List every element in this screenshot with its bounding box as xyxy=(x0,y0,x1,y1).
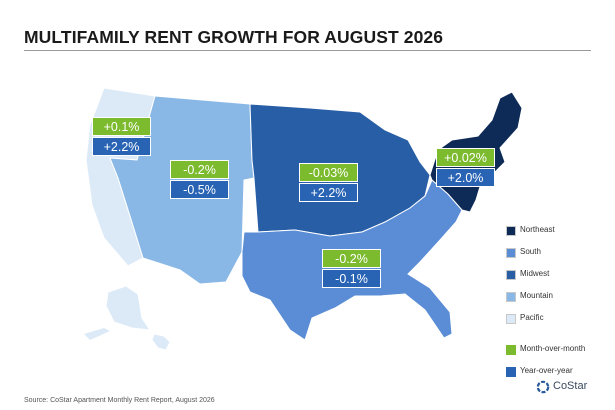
mountain-year-over-year: -0.5% xyxy=(170,180,229,199)
northeast-year-over-year: +2.0% xyxy=(436,168,495,187)
legend-swatch-year-over-year xyxy=(506,367,516,377)
legend-label-south: South xyxy=(520,247,541,256)
legend-label-mountain: Mountain xyxy=(520,291,553,300)
south-year-over-year: -0.1% xyxy=(322,269,381,288)
callout-pacific: +0.1% +2.2% xyxy=(92,117,151,156)
hawaii-shape xyxy=(151,333,171,351)
title-divider xyxy=(24,50,591,51)
mountain-month-over-month: -0.2% xyxy=(170,160,229,179)
alaska-shape xyxy=(105,285,152,331)
alaska-tail-shape xyxy=(84,328,110,340)
legend-swatch-northeast xyxy=(506,226,516,236)
callout-midwest: -0.03% +2.2% xyxy=(299,163,358,202)
legend-label-year-over-year: Year-over-year xyxy=(520,366,573,375)
page-title: MULTIFAMILY RENT GROWTH FOR AUGUST 2026 xyxy=(24,27,444,47)
costar-logo-text: CoStar xyxy=(553,380,588,392)
callout-mountain: -0.2% -0.5% xyxy=(170,160,229,199)
legend-swatch-south xyxy=(506,248,516,258)
source-note: Source: CoStar Apartment Monthly Rent Re… xyxy=(24,397,215,404)
legend-swatch-pacific xyxy=(506,314,516,324)
legend-label-midwest: Midwest xyxy=(520,269,550,278)
legend-swatch-month-over-month xyxy=(506,345,516,355)
legend-swatch-mountain xyxy=(506,292,516,302)
callout-northeast: +0.02% +2.0% xyxy=(436,148,495,187)
midwest-month-over-month: -0.03% xyxy=(299,163,358,182)
costar-logo: CoStar xyxy=(536,378,598,396)
pacific-month-over-month: +0.1% xyxy=(92,117,151,136)
legend-label-pacific: Pacific xyxy=(520,313,544,322)
south-month-over-month: -0.2% xyxy=(322,249,381,268)
pacific-year-over-year: +2.2% xyxy=(92,137,151,156)
costar-logo-icon xyxy=(536,380,550,394)
legend-swatch-midwest xyxy=(506,270,516,280)
midwest-year-over-year: +2.2% xyxy=(299,183,358,202)
northeast-month-over-month: +0.02% xyxy=(436,148,495,167)
callout-south: -0.2% -0.1% xyxy=(322,249,381,288)
legend-label-month-over-month: Month-over-month xyxy=(520,344,586,353)
legend-label-northeast: Northeast xyxy=(520,225,555,234)
